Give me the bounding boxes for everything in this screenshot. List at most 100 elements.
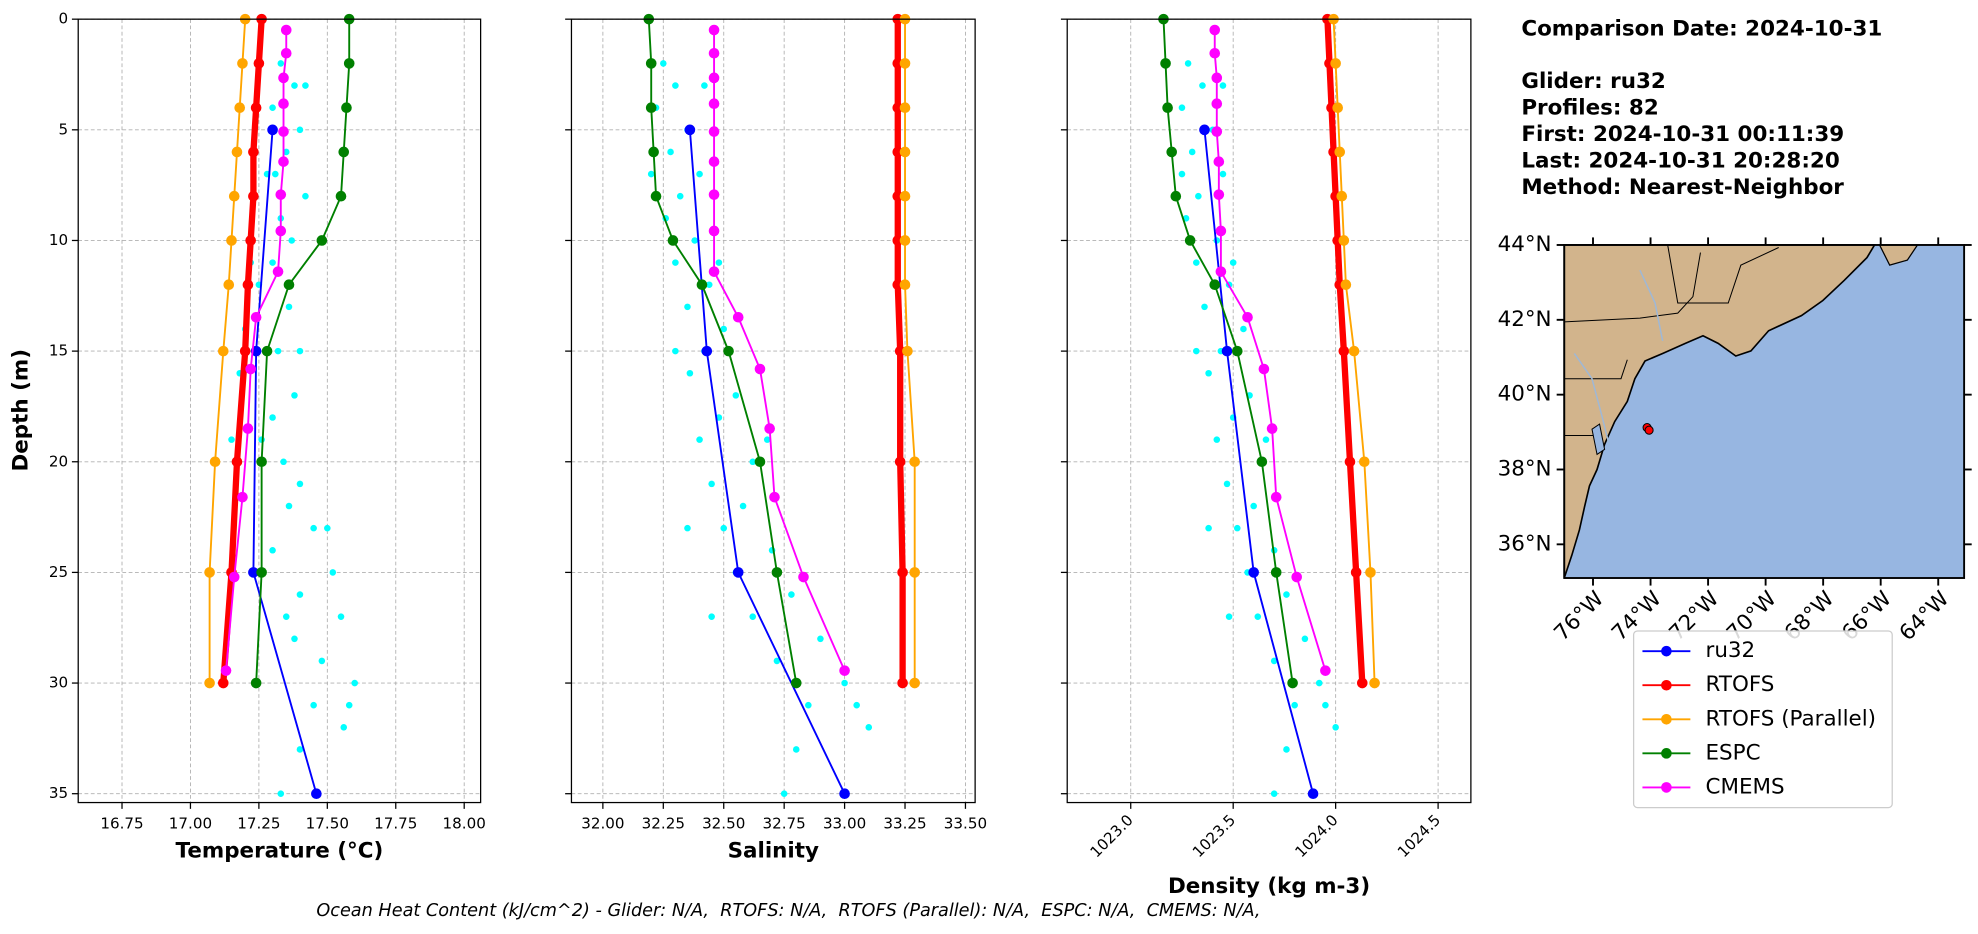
profile-marker xyxy=(1344,456,1356,468)
profile-marker xyxy=(723,345,734,357)
detail-line: Glider: ru32 xyxy=(1521,69,1665,94)
x-tick-label: 64°W xyxy=(1895,586,1955,646)
glider-point xyxy=(1283,746,1290,753)
glider-point xyxy=(296,480,304,488)
profile-marker xyxy=(798,571,809,583)
glider-point xyxy=(274,347,282,355)
detail-line: Last: 2024-10-31 20:28:20 xyxy=(1521,149,1839,174)
glider-point xyxy=(1193,347,1200,355)
glider-point xyxy=(720,325,728,333)
profile-marker xyxy=(708,72,720,84)
x-tick-label: 1023.5 xyxy=(1189,811,1239,861)
glider-point xyxy=(1332,724,1339,731)
x-tick-label: 17.00 xyxy=(169,814,212,832)
y-tick-label: 44°N xyxy=(1498,232,1552,257)
glider-point xyxy=(1201,303,1208,311)
glider-point xyxy=(705,281,713,289)
glider-point xyxy=(817,635,824,643)
profile-marker xyxy=(892,146,904,158)
profile-marker xyxy=(648,146,659,158)
glider-point xyxy=(773,657,781,665)
x-tick-label: 76°W xyxy=(1550,586,1610,646)
glider-point xyxy=(318,657,326,665)
x-tick-label: 17.75 xyxy=(374,814,417,832)
profile-marker xyxy=(1332,102,1343,113)
profile-marker xyxy=(1209,279,1221,291)
profile-marker xyxy=(754,456,766,468)
profile-marker xyxy=(892,235,904,246)
x-tick-label: 33.50 xyxy=(944,814,987,832)
glider-point xyxy=(269,104,276,111)
profile-marker xyxy=(1330,58,1341,69)
glider-point xyxy=(865,724,873,731)
profile-marker xyxy=(899,58,911,69)
glider-point xyxy=(686,369,694,377)
profile-marker xyxy=(343,58,355,69)
detail-line: Profiles: 82 xyxy=(1521,96,1658,121)
profile-marker xyxy=(228,190,240,202)
glider-point xyxy=(296,126,304,134)
profile-marker xyxy=(223,279,235,291)
glider-point xyxy=(1195,192,1202,200)
glider-point xyxy=(1205,524,1212,532)
profile-marker xyxy=(311,788,322,800)
x-tick-label: 17.50 xyxy=(306,814,349,832)
glider-point xyxy=(302,82,309,89)
glider-point xyxy=(691,237,699,244)
profile-marker xyxy=(790,677,802,689)
profile-marker xyxy=(1320,665,1331,676)
glider-point xyxy=(1283,591,1290,598)
glider-point xyxy=(1240,325,1247,333)
glider-point xyxy=(277,60,285,67)
glider-point xyxy=(708,613,715,620)
profile-marker xyxy=(245,235,256,246)
y-axis-label: Depth (m) xyxy=(8,349,33,472)
glider-point xyxy=(763,436,771,443)
profile-marker xyxy=(204,567,215,578)
profile-marker xyxy=(701,345,713,357)
glider-point xyxy=(296,591,304,598)
profile-marker xyxy=(708,126,720,137)
profile-marker xyxy=(708,189,720,200)
glider-point xyxy=(720,524,728,532)
profile-marker xyxy=(228,571,240,583)
profile-marker xyxy=(1221,345,1233,357)
y-tick-label: 25 xyxy=(49,563,68,581)
profile-marker xyxy=(839,665,850,676)
glider-point xyxy=(302,192,309,200)
profile-marker xyxy=(1270,491,1282,503)
glider-point xyxy=(749,613,757,620)
profile-marker xyxy=(218,677,229,689)
x-axis-label: Salinity xyxy=(728,839,819,864)
glider-point xyxy=(1254,613,1262,620)
glider-point xyxy=(282,148,290,156)
profile-marker xyxy=(899,279,911,291)
profile-marker xyxy=(899,235,911,246)
x-tick-label: 32.25 xyxy=(642,814,685,832)
glider-point xyxy=(228,436,235,443)
footer: Ocean Heat Content (kJ/cm^2) - Glider: N… xyxy=(316,901,1260,921)
legend-label: CMEMS xyxy=(1706,774,1785,799)
profile-marker xyxy=(1270,567,1282,578)
x-tick-label: 18.00 xyxy=(443,814,486,832)
profile-marker xyxy=(650,190,662,202)
glider-point xyxy=(1225,613,1233,620)
glider-point xyxy=(841,679,848,687)
profile-marker xyxy=(278,156,289,167)
profile-marker xyxy=(248,146,259,158)
legend-label: ESPC xyxy=(1706,740,1761,765)
glider-point xyxy=(667,148,674,156)
profile-marker xyxy=(1266,423,1278,434)
axes-frame xyxy=(77,18,482,804)
profile-marker xyxy=(1336,190,1348,202)
profile-marker xyxy=(1291,571,1303,583)
glider-point xyxy=(1223,480,1231,488)
glider-point xyxy=(660,60,667,67)
profile-marker xyxy=(892,102,904,113)
profile-marker xyxy=(839,788,850,800)
profile-marker xyxy=(708,98,720,110)
profile-marker xyxy=(1213,156,1225,167)
glider-point xyxy=(277,790,285,797)
profile-marker xyxy=(1359,456,1370,468)
profile-marker xyxy=(1365,567,1376,578)
